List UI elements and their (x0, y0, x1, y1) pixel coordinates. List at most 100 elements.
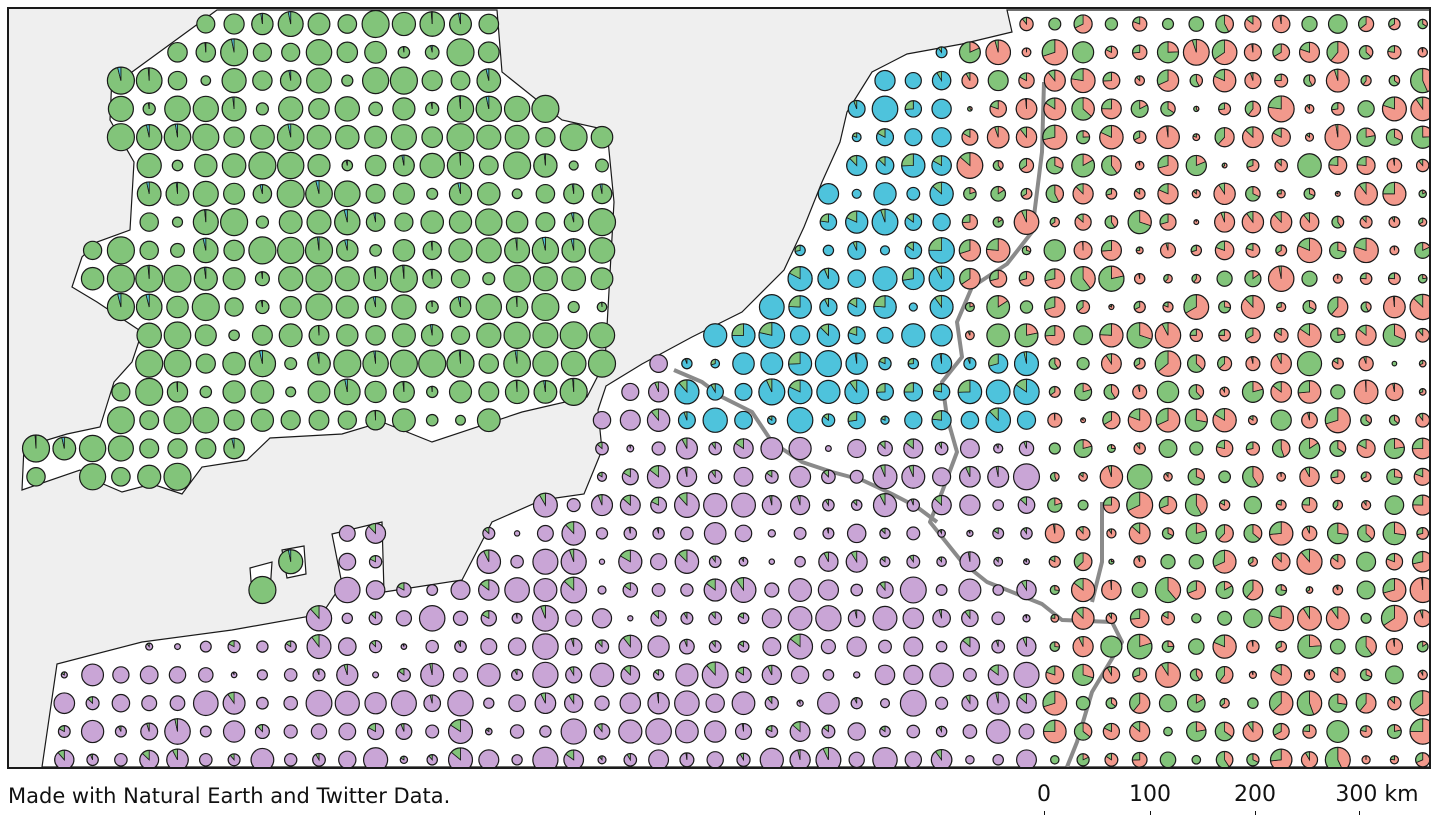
pie-symbol (164, 463, 191, 490)
pie-slice (451, 581, 470, 600)
pie-symbol (989, 354, 1008, 373)
pie-symbol (284, 725, 297, 738)
pie-symbol (1077, 131, 1090, 144)
pie-slice (164, 350, 190, 376)
pie-slice (900, 690, 926, 716)
pie-symbol (905, 752, 921, 767)
pie-symbol (936, 585, 947, 596)
pie-symbol (966, 756, 974, 764)
pie-slice (1271, 410, 1291, 430)
pie-symbol (1189, 555, 1203, 569)
pie-slice (342, 613, 352, 623)
pie-slice (140, 411, 159, 430)
pie-symbol (1419, 389, 1426, 396)
pie-symbol (1021, 188, 1032, 199)
pie-symbol (336, 296, 358, 318)
pie-symbol (1361, 613, 1371, 623)
pie-slice (704, 324, 727, 347)
pie-slice (1054, 413, 1055, 420)
pie-symbol (768, 416, 776, 424)
pie-slice (256, 216, 268, 228)
pie-symbol (900, 690, 926, 716)
pie-symbol (54, 693, 75, 714)
scale-tick-200: 200 (1234, 782, 1276, 807)
pie-symbol (168, 71, 186, 89)
pie-symbol (1417, 159, 1429, 171)
pie-slice (249, 577, 276, 604)
pie-symbol (1301, 752, 1317, 767)
pie-symbol (1330, 242, 1346, 258)
pie-symbol (1073, 42, 1094, 63)
pie-slice (964, 669, 977, 682)
pie-symbol (1383, 579, 1406, 602)
pie-symbol (366, 581, 384, 599)
pie-symbol (1418, 19, 1427, 28)
pie-slice (533, 549, 558, 574)
pie-symbol (735, 525, 751, 541)
pie-symbol (762, 496, 781, 515)
pie-symbol (1103, 497, 1119, 513)
pie-symbol (449, 211, 471, 233)
pie-symbol (986, 720, 1010, 744)
pie-slice (448, 691, 473, 716)
pie-slice (826, 446, 832, 452)
pie-symbol (1412, 551, 1429, 571)
pie-slice (251, 381, 274, 404)
pie-symbol (1244, 497, 1261, 514)
pie-slice (1161, 555, 1175, 569)
pie-slice (395, 213, 413, 231)
pie-slice (538, 526, 554, 542)
pie-slice (193, 124, 219, 150)
pie-symbol (368, 723, 384, 739)
pie-symbol (1193, 134, 1200, 141)
pie-symbol (1162, 612, 1175, 625)
pie-slice (907, 725, 920, 738)
pie-symbol (511, 555, 523, 567)
pie-slice (960, 495, 980, 515)
pie-symbol (1384, 439, 1404, 459)
pie-slice (589, 209, 616, 236)
pie-symbol (421, 663, 444, 686)
pie-symbol (988, 466, 1009, 487)
pie-slice (987, 324, 1010, 347)
pie-symbol (365, 381, 386, 402)
pie-symbol (738, 613, 749, 624)
pie-slice (27, 468, 45, 486)
pie-symbol (477, 323, 501, 347)
pie-symbol (536, 128, 555, 147)
pie-symbol (1212, 40, 1237, 65)
pie-symbol (1216, 752, 1233, 767)
pie-symbol (1305, 105, 1314, 114)
pie-symbol (393, 183, 414, 204)
pie-slice (338, 15, 357, 34)
pie-symbol (994, 444, 1003, 453)
pie-symbol (788, 634, 813, 659)
pie-symbol (136, 350, 163, 377)
pie-symbol (170, 696, 185, 711)
map-canvas[interactable] (9, 9, 1429, 767)
pie-symbol (1410, 691, 1429, 716)
pie-slice (628, 616, 633, 621)
pie-symbol (256, 300, 269, 313)
pie-symbol (846, 211, 868, 233)
pie-slice (396, 611, 411, 626)
pie-slice (1331, 385, 1345, 399)
pie-symbol (787, 407, 812, 432)
pie-symbol (107, 265, 134, 292)
pie-slice (1189, 17, 1204, 32)
pie-symbol (681, 612, 693, 624)
pie-symbol (1135, 274, 1145, 284)
pie-symbol (1024, 559, 1030, 565)
pie-slice (164, 265, 191, 292)
pie-symbol (222, 97, 246, 121)
pie-symbol (137, 153, 161, 177)
pie-symbol (1219, 500, 1229, 510)
pie-slice (223, 268, 245, 290)
pie-symbol (1102, 99, 1122, 119)
pie-slice (1217, 271, 1232, 286)
pie-symbol (1130, 693, 1150, 713)
pie-slice (706, 694, 724, 712)
pie-symbol (504, 350, 531, 377)
pie-symbol (83, 241, 101, 259)
pie-symbol (221, 209, 248, 236)
